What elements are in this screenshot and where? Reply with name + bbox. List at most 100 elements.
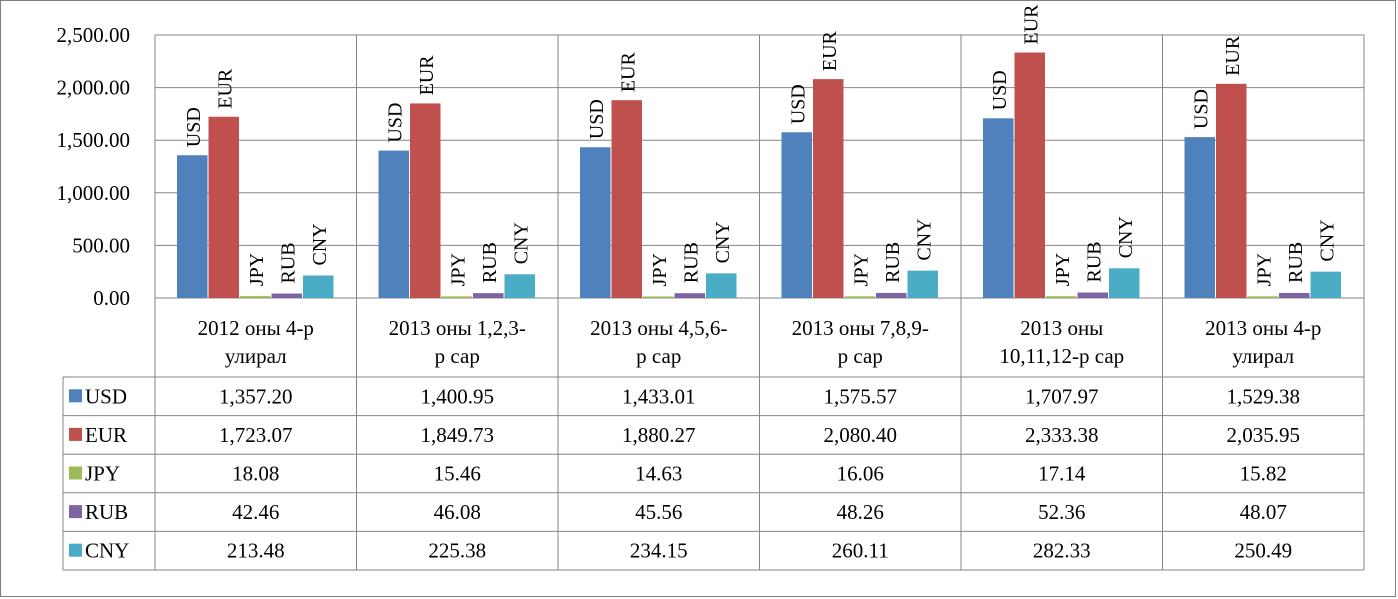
bar-eur (1014, 52, 1045, 298)
table-cell: 46.08 (434, 500, 481, 524)
bar-usd (580, 147, 611, 298)
table-cell: 16.06 (837, 462, 884, 486)
table-cell: 1,529.38 (1227, 384, 1301, 408)
bar-eur (208, 116, 239, 298)
data-label-rub: RUB (278, 242, 300, 283)
table-cell: 2,080.40 (824, 423, 898, 447)
data-label-jpy: JPY (1254, 253, 1276, 286)
bar-rub (876, 292, 907, 298)
data-label-jpy: JPY (851, 253, 873, 286)
data-label-usd: USD (989, 70, 1011, 110)
data-label-usd: USD (183, 107, 205, 147)
bar-jpy (1046, 296, 1077, 298)
data-label-eur: EUR (618, 52, 640, 93)
table-cell: 234.15 (630, 539, 688, 563)
bar-cny (907, 270, 938, 298)
bar-rub (1279, 292, 1310, 298)
table-cell: 1,723.07 (219, 423, 293, 447)
table-cell: 48.26 (837, 500, 884, 524)
bar-jpy (844, 296, 875, 298)
table-cell: 1,400.95 (421, 384, 495, 408)
data-label-rub: RUB (479, 242, 501, 283)
data-label-cny: CNY (309, 223, 331, 265)
legend-key-jpy (69, 466, 82, 480)
data-label-eur: EUR (215, 68, 237, 109)
legend-label-eur: EUR (85, 423, 127, 447)
bar-cny (706, 273, 737, 298)
table-cell: 1,433.01 (622, 384, 696, 408)
table-cell: 45.56 (635, 500, 682, 524)
data-label-usd: USD (385, 103, 407, 143)
table-cell: 42.46 (232, 500, 279, 524)
table-cell: 48.07 (1240, 500, 1287, 524)
bar-rub (473, 293, 504, 298)
y-tick-label: 500.00 (72, 233, 130, 257)
bar-usd (1184, 137, 1215, 298)
table-cell: 2,035.95 (1227, 423, 1301, 447)
table-cell: 260.11 (832, 539, 889, 563)
bar-jpy (643, 296, 674, 298)
bar-eur (410, 103, 441, 298)
table-cell: 1,849.73 (421, 423, 495, 447)
category-label: улирал (225, 344, 287, 368)
bar-usd (378, 150, 409, 298)
data-label-cny: CNY (914, 218, 936, 260)
data-label-eur: EUR (1021, 4, 1043, 45)
bar-eur (611, 100, 642, 299)
bar-usd (781, 132, 812, 298)
bar-usd (177, 155, 208, 298)
legend-key-eur (69, 427, 82, 441)
data-label-jpy: JPY (246, 253, 268, 286)
bar-rub (271, 293, 302, 298)
category-label: улирал (1232, 344, 1294, 368)
y-tick-label: 2,500.00 (57, 23, 131, 47)
category-label: р сар (636, 344, 681, 368)
bar-jpy (1247, 296, 1278, 298)
data-label-usd: USD (1191, 89, 1213, 129)
table-cell: 1,357.20 (219, 384, 293, 408)
table-cell: 2,333.38 (1025, 423, 1099, 447)
data-label-eur: EUR (1222, 35, 1244, 76)
bar-cny (303, 275, 334, 298)
category-label: р сар (435, 344, 480, 368)
data-label-eur: EUR (819, 30, 841, 71)
legend-key-cny (69, 543, 82, 557)
category-label: 2013 оны 7,8,9- (792, 316, 929, 340)
bar-cny (1109, 268, 1140, 298)
table-cell: 1,707.97 (1025, 384, 1099, 408)
category-label: 10,11,12-р сар (999, 344, 1124, 368)
data-label-rub: RUB (681, 242, 703, 283)
table-cell: 15.82 (1240, 462, 1287, 486)
bar-rub (1077, 292, 1108, 298)
legend-key-usd (69, 389, 82, 403)
data-label-cny: CNY (1115, 216, 1137, 258)
y-tick-label: 0.00 (93, 286, 130, 310)
category-label: 2013 оны 4,5,6- (590, 316, 727, 340)
category-label: 2013 оны 1,2,3- (389, 316, 526, 340)
data-label-rub: RUB (882, 242, 904, 283)
data-label-usd: USD (586, 99, 608, 139)
data-label-cny: CNY (511, 222, 533, 264)
category-label: 2012 оны 4-р (198, 316, 314, 340)
data-label-cny: CNY (712, 221, 734, 263)
table-cell: 213.48 (227, 539, 285, 563)
legend-label-cny: CNY (85, 539, 129, 563)
data-label-jpy: JPY (1052, 253, 1074, 286)
table-cell: 52.36 (1038, 500, 1085, 524)
bar-eur (1216, 83, 1247, 299)
data-label-usd: USD (788, 84, 810, 124)
legend-label-usd: USD (85, 384, 127, 408)
bar-rub (674, 293, 705, 298)
data-label-jpy: JPY (448, 253, 470, 286)
legend-label-jpy: JPY (85, 462, 120, 486)
y-tick-label: 1,000.00 (57, 181, 131, 205)
table-cell: 14.63 (635, 462, 682, 486)
table-cell: 15.46 (434, 462, 481, 486)
bar-jpy (441, 296, 472, 298)
table-cell: 1,575.57 (824, 384, 898, 408)
category-label: 2013 оны (1020, 316, 1103, 340)
legend-label-rub: RUB (85, 500, 128, 524)
bar-usd (983, 118, 1014, 298)
